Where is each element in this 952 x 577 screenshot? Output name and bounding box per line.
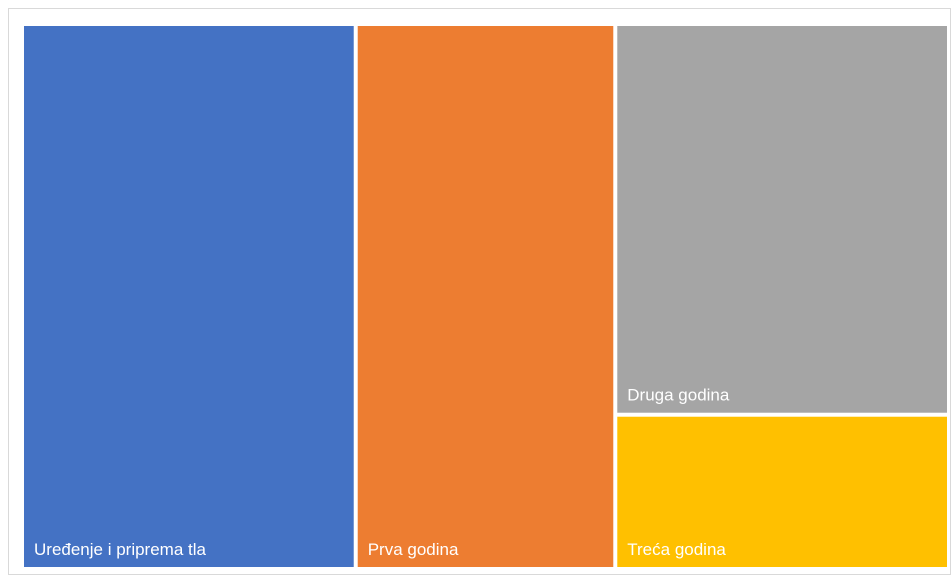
treemap-label-treca-godina: Treća godina [627, 540, 726, 559]
treemap-tile-prva-godina [357, 26, 614, 567]
treemap-label-druga-godina: Druga godina [627, 386, 730, 405]
treemap-tile-druga-godina [617, 26, 947, 413]
treemap-tile-uredenje-i-priprema-tla [24, 26, 354, 567]
treemap-label-prva-godina: Prva godina [368, 540, 459, 559]
treemap-tile-treca-godina [617, 416, 947, 567]
treemap-label-uredenje-i-priprema-tla: Uređenje i priprema tla [34, 540, 207, 559]
